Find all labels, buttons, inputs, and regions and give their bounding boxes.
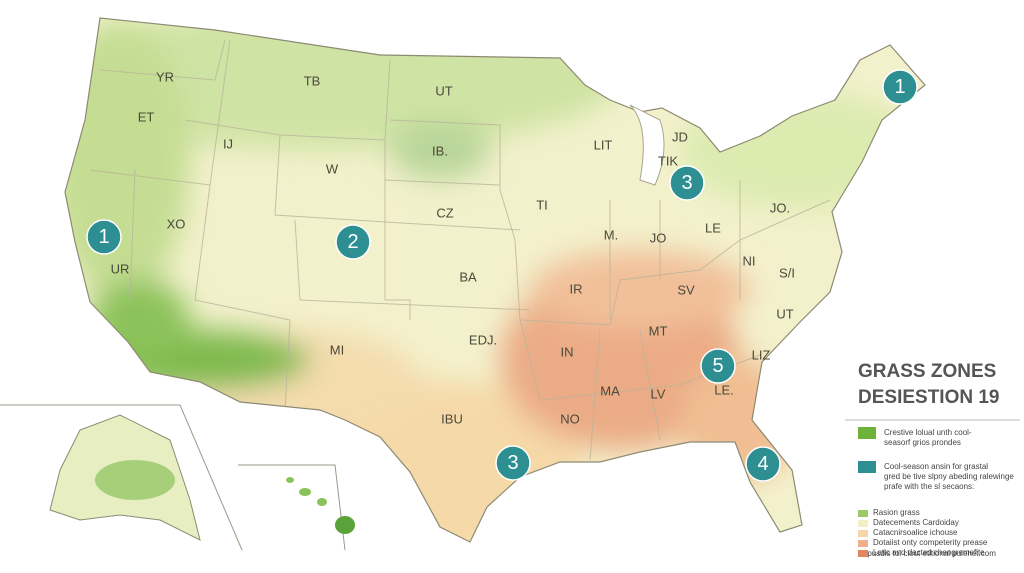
state-label: M. [604,227,618,242]
state-label: UT [776,306,793,321]
state-label: XO [167,216,186,231]
state-label: TI [536,197,548,212]
state-label: W [326,161,339,176]
legend-label: prafe with the sl secaons: [884,482,974,491]
zone-marker-number: 2 [347,231,358,253]
zone-marker [745,446,781,482]
zone-marker-number: 4 [757,453,768,475]
state-label: NI [743,253,756,268]
legend-swatch [858,540,868,547]
legend-label: Crestive lolual unth cool- [884,428,972,437]
state-label: LV [651,386,666,401]
state-label: MT [649,323,668,338]
state-label: CZ [436,205,453,220]
us-outline [64,17,926,543]
state-label: SV [677,282,695,297]
state-label: IR [570,281,583,296]
state-label: IB. [432,143,448,158]
state-label: IBU [441,411,463,426]
state-label: LE [705,220,721,235]
lake [629,104,665,186]
zone-marker-number: 1 [894,76,905,98]
legend-label: Latic and dacted chengremefite [873,548,985,557]
hawaii-inset [238,464,355,551]
zone-marker [495,445,531,481]
legend-label: Rasion grass [873,508,920,517]
state-label: LIZ [752,347,771,362]
legend-swatch [858,550,868,557]
state-label: EDJ. [469,332,497,347]
legend-label: seasorf grios prondes [884,438,961,447]
legend-subtitle: DESIESTION 19 [858,387,1000,408]
state-label: YR [156,69,174,84]
legend-label: Dotaiist onty competerity prease [873,538,988,547]
zone-marker-number: 5 [712,355,723,377]
zone-marker-number: 3 [681,172,692,194]
legend-title: GRASS ZONES [858,361,996,382]
zone-marker [882,69,918,105]
zone-marker [700,348,736,384]
state-label: ET [138,109,155,124]
state-label: UT [435,83,452,98]
legend-label: gred be tive slpny abeding ralewinge [884,472,1014,481]
state-label: IJ [223,136,233,151]
legend-label: Catacnirsoalice ichouse [873,528,958,537]
legend-label: Datecements Cardoiday [873,518,959,527]
zone-marker [669,165,705,201]
state-label: BA [459,269,477,284]
state-label: IN [561,344,574,359]
state-label: MI [330,342,344,357]
state-label: MA [600,383,620,398]
state-label: JD [672,129,688,144]
state-label: LE. [714,382,734,397]
state-label: JO. [770,200,790,215]
state-label: TIK [658,153,679,168]
zone-marker [86,219,122,255]
state-label: NO [560,411,580,426]
state-label: LIT [594,137,613,152]
zone-marker [335,224,371,260]
state-label: TB [304,73,321,88]
legend-swatch [858,510,868,517]
alaska-inset [0,404,243,551]
zone-marker-number: 3 [507,452,518,474]
legend-swatch [858,530,868,537]
legend-swatch [858,461,876,473]
legend-swatch [858,427,876,439]
footer: trapusdis tol clout etitional pulehet.co… [858,549,996,558]
state-label: UR [111,261,130,276]
state-label: JO [650,230,667,245]
legend-swatch [858,520,868,527]
state-label: S/I [779,265,795,280]
zone-marker-number: 1 [98,226,109,248]
legend-label: Cool-season ansin for grastal [884,462,988,471]
